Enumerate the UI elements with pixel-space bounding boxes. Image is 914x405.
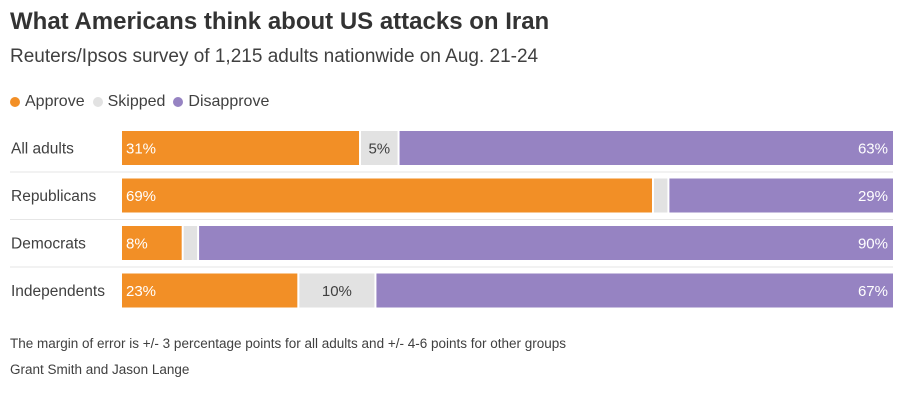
legend-label-disapprove: Disapprove	[188, 93, 270, 110]
bar-independents-approve	[122, 273, 298, 308]
bar-republicans-approve	[122, 178, 652, 213]
bar-independents-disapprove	[376, 273, 893, 308]
credit: Grant Smith and Jason Lange	[10, 362, 190, 377]
chart-title: What Americans think about US attacks on…	[10, 8, 550, 35]
data-label-all-adults-approve: 31%	[126, 141, 156, 158]
category-label-republicans: Republicans	[11, 188, 97, 205]
bar-democrats-approve	[122, 226, 182, 260]
bar-democrats-disapprove	[199, 226, 894, 260]
data-label-independents-skipped: 10%	[322, 283, 352, 300]
data-label-independents-disapprove: 67%	[858, 283, 888, 300]
legend-swatch-disapprove	[173, 97, 184, 107]
category-label-independents: Independents	[11, 283, 105, 300]
bar-independents-skipped	[299, 273, 375, 308]
footnote: The margin of error is +/- 3 percentage …	[10, 336, 567, 351]
chart-subtitle: Reuters/Ipsos survey of 1,215 adults nat…	[10, 46, 539, 67]
data-label-democrats-approve: 8%	[126, 236, 148, 253]
bar-all-adults-approve	[122, 131, 360, 165]
data-label-republicans-disapprove: 29%	[858, 188, 888, 205]
data-label-democrats-disapprove: 90%	[858, 236, 888, 253]
legend-swatch-approve	[10, 97, 20, 107]
legend: Approve Skipped Disapprove	[10, 91, 277, 113]
data-label-independents-approve: 23%	[126, 283, 156, 300]
bar-all-adults-skipped	[361, 131, 398, 165]
legend-item-approve: Approve	[10, 93, 85, 111]
bar-republicans-skipped	[653, 178, 668, 213]
legend-item-skipped: Skipped	[92, 93, 166, 111]
legend-label-approve: Approve	[25, 93, 85, 110]
bar-all-adults-disapprove	[399, 131, 893, 165]
data-label-all-adults-skipped: 5%	[368, 141, 390, 158]
bar-democrats-skipped	[183, 226, 198, 260]
legend-item-disapprove: Disapprove	[173, 93, 269, 111]
data-label-all-adults-disapprove: 63%	[858, 141, 888, 158]
data-label-republicans-approve: 69%	[126, 188, 156, 205]
stacked-bar-chart: All adults 31% 5% 63% Republicans 69% 29% Democ…	[10, 131, 894, 308]
category-label-democrats: Democrats	[11, 236, 86, 253]
legend-swatch-skipped	[92, 97, 103, 107]
category-label-all-adults: All adults	[11, 141, 74, 158]
legend-label-skipped: Skipped	[107, 93, 166, 110]
bar-republicans-disapprove	[669, 178, 893, 213]
